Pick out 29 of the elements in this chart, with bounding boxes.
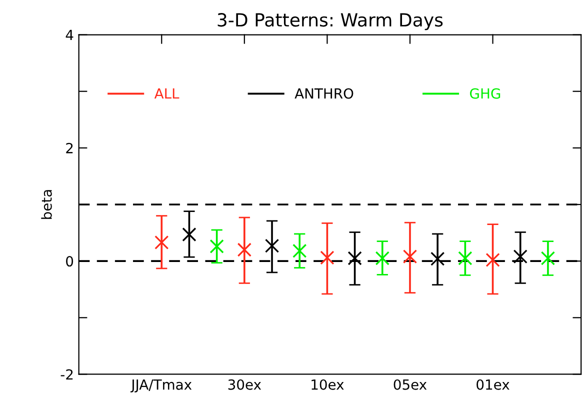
legend-label: ANTHRO	[294, 88, 354, 99]
x-tick-label: 01ex	[476, 379, 510, 390]
point	[292, 244, 307, 258]
y-tick-label: 4	[66, 30, 74, 40]
point	[540, 251, 556, 266]
x-tick-label: 30ex	[228, 379, 262, 390]
point	[237, 242, 252, 257]
x-tick-label: 05ex	[394, 379, 427, 390]
point	[264, 238, 280, 253]
point	[402, 249, 418, 264]
legend-label: ALL	[154, 88, 180, 99]
point	[182, 227, 196, 242]
x-tick-label: JJA/Tmax	[130, 380, 192, 392]
point	[513, 249, 528, 264]
y-tick-label: 0	[66, 256, 74, 267]
y-tick-label: -2	[60, 369, 73, 380]
y-axis-title: beta	[41, 190, 52, 219]
point	[320, 250, 334, 265]
legend-label: GHG	[470, 88, 500, 99]
chart-title: 3-D Patterns: Warm Days	[218, 13, 443, 30]
point	[375, 251, 390, 266]
point	[154, 235, 169, 250]
point	[348, 251, 362, 266]
point	[486, 252, 500, 268]
point	[210, 239, 224, 254]
y-tick-label: 2	[66, 142, 73, 154]
point	[430, 252, 445, 266]
point	[458, 251, 472, 266]
x-tick-label: 10ex	[312, 379, 344, 390]
